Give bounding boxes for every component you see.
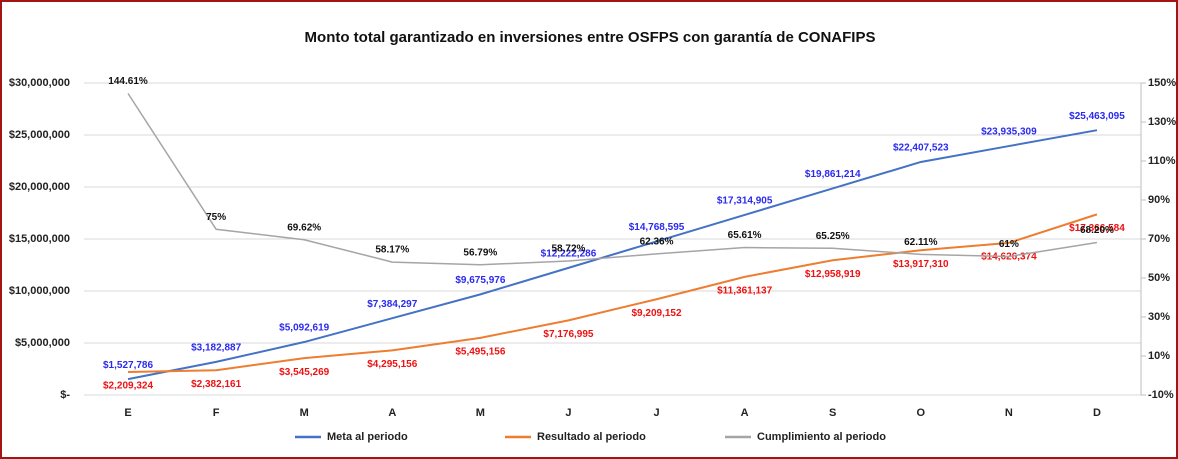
y2-tick-label: 10% [1148,350,1170,362]
y-tick-label: $10,000,000 [9,285,70,297]
y-tick-label: $15,000,000 [9,233,70,245]
value-label: 58.72% [551,244,585,255]
value-label: 62.11% [904,237,937,248]
y2-tick-label: 150% [1148,77,1176,89]
value-label: $9,675,976 [455,275,505,286]
value-label: $9,209,152 [632,308,682,319]
value-label: $22,407,523 [893,143,949,154]
x-tick-label: A [741,407,749,419]
value-label: 68.20% [1080,225,1114,236]
x-tick-label: F [213,407,220,419]
series-line [127,129,1098,381]
value-label: $4,295,156 [367,359,417,370]
value-label: $12,222,286 [541,249,597,260]
y2-tick-label: 70% [1148,233,1170,245]
value-label: 65.25% [816,231,850,242]
y-tick-label: $25,000,000 [9,129,70,141]
legend-label: Meta al periodo [327,431,408,443]
value-label: $25,463,095 [1069,111,1125,122]
value-label: $3,545,269 [279,367,329,378]
value-label: $17,366,584 [1069,223,1125,234]
value-label: $2,209,324 [103,381,153,392]
y2-tick-label: 30% [1148,311,1170,323]
y2-tick-label: -10% [1148,389,1174,401]
series-line [128,213,1098,374]
value-label: $3,182,887 [191,343,241,354]
y2-tick-label: 110% [1148,155,1176,167]
x-tick-label: N [1005,407,1013,419]
value-label: $5,495,156 [455,346,505,357]
x-tick-label: S [829,407,836,419]
x-tick-label: J [653,407,659,419]
y2-tick-label: 90% [1148,194,1170,206]
x-tick-label: J [565,407,571,419]
value-label: $17,314,905 [717,196,773,207]
value-label: 61% [999,239,1019,250]
y2-tick-label: 130% [1148,116,1176,128]
y-tick-label: $20,000,000 [9,181,70,193]
value-label: 69.62% [287,222,321,233]
value-label: $13,917,310 [893,259,949,270]
value-label: $11,361,137 [717,285,772,296]
y2-tick-label: 50% [1148,272,1170,284]
x-tick-label: O [917,407,926,419]
legend-label: Resultado al periodo [537,431,646,443]
value-label: 144.61% [108,76,148,87]
x-tick-label: M [476,407,485,419]
legend-label: Cumplimiento al periodo [757,431,886,443]
chart-title: Monto total garantizado en inversiones e… [305,29,876,46]
y-tick-label: $5,000,000 [15,337,70,349]
x-tick-label: A [388,407,396,419]
value-label: $12,958,919 [805,269,861,280]
value-label: 56.79% [463,247,497,258]
x-tick-label: E [124,407,131,419]
value-label: $23,935,309 [981,127,1037,138]
value-label: 62.36% [640,237,674,248]
x-tick-label: M [300,407,309,419]
value-label: $7,384,297 [367,299,417,310]
value-label: $7,176,995 [543,329,593,340]
value-label: $14,768,595 [629,222,685,233]
value-label: $1,527,786 [103,360,153,371]
value-label: $2,382,161 [191,379,241,390]
x-tick-label: D [1093,407,1101,419]
y-tick-label: $- [60,389,70,401]
value-label: 58.17% [375,245,409,256]
value-label: $19,861,214 [805,169,861,180]
value-label: 65.61% [728,230,762,241]
value-label: $5,092,619 [279,323,329,334]
y-tick-label: $30,000,000 [9,77,70,89]
value-label: 75% [206,212,226,223]
series-line [127,93,1098,266]
